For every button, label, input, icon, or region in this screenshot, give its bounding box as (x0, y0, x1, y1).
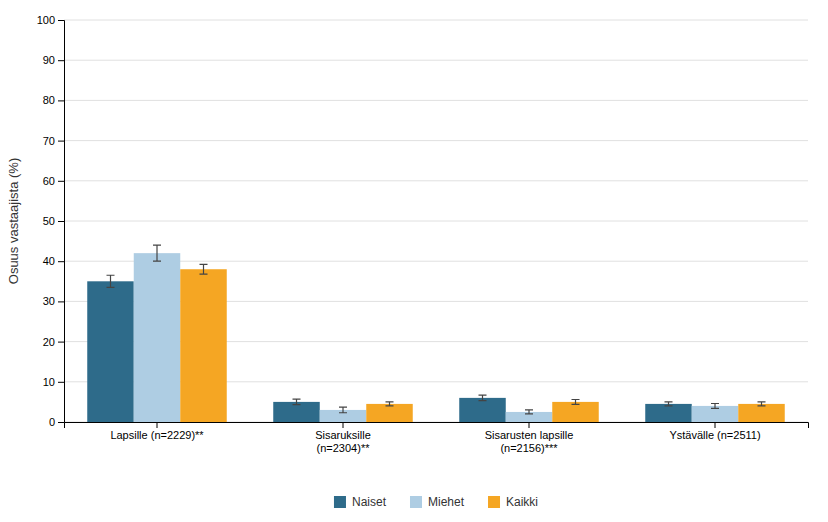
legend-label: Kaikki (506, 495, 538, 509)
x-tick-label: Sisarusten lapsille(n=2156)*** (485, 429, 574, 454)
legend-swatch (334, 496, 346, 508)
error-bar (200, 264, 208, 274)
y-tick: 10 (43, 376, 64, 388)
y-tick-label: 10 (43, 376, 55, 388)
y-tick: 40 (43, 255, 64, 267)
x-tick: Ystävälle (n=2511) (669, 422, 760, 441)
y-tick: 30 (43, 295, 64, 307)
series (134, 245, 739, 422)
x-axis: Lapsille (n=2229)** Sisaruksille(n=2304)*… (65, 422, 809, 454)
legend-label: Naiset (352, 495, 387, 509)
y-tick-mark (58, 261, 64, 262)
error-bar (711, 404, 719, 409)
legend-label: Miehet (428, 495, 465, 509)
y-tick: 80 (43, 94, 64, 106)
x-tick-label: Ystävälle (n=2511) (669, 429, 760, 441)
bar (459, 398, 506, 422)
y-tick-mark (58, 181, 64, 182)
error-bar (339, 407, 347, 413)
y-axis-line (58, 21, 65, 423)
y-tick: 90 (43, 54, 64, 66)
legend-swatch (488, 496, 500, 508)
bar (738, 404, 785, 422)
x-tick-mark (157, 422, 158, 428)
y-tick-label: 80 (43, 94, 55, 106)
y-tick: 20 (43, 336, 64, 348)
grid-line (64, 20, 808, 21)
x-tick-label: Sisaruksille(n=2304)** (315, 429, 371, 454)
y-tick-mark (58, 342, 64, 343)
y-tick-mark (58, 60, 64, 61)
grid (64, 20, 808, 422)
x-axis-line (65, 423, 809, 429)
y-tick: 60 (43, 175, 64, 187)
y-tick-mark (58, 382, 64, 383)
bar (645, 404, 692, 422)
error-bar (572, 399, 580, 404)
y-tick-mark (58, 141, 64, 142)
error-bar (153, 245, 161, 261)
y-axis-title: Osuus vastaajista (%) (6, 158, 21, 284)
error-bar (525, 410, 533, 414)
legend-item: Miehet (410, 495, 465, 509)
x-tick: Lapsille (n=2229)** (110, 422, 204, 441)
y-tick-mark (58, 20, 64, 21)
grid-line (64, 140, 808, 141)
series (180, 264, 785, 422)
y-tick-mark (58, 422, 64, 423)
x-tick-mark (529, 422, 530, 428)
x-tick-mark (715, 422, 716, 428)
error-bar (665, 402, 673, 406)
y-tick-label: 100 (37, 14, 55, 26)
x-tick-label: Lapsille (n=2229)** (110, 429, 204, 441)
y-tick-mark (58, 301, 64, 302)
plot: 0 10 20 30 40 50 60 70 80 90 100 Lapsille (n=2229)*… (37, 14, 809, 454)
bar (366, 404, 413, 422)
error-bar (758, 402, 766, 406)
error-bar (107, 275, 115, 287)
x-tick: Sisaruksille(n=2304)** (315, 422, 371, 454)
y-tick-mark (58, 221, 64, 222)
grid-line (64, 60, 808, 61)
y-axis: 0 10 20 30 40 50 60 70 80 90 100 (37, 14, 65, 428)
y-tick-label: 40 (43, 255, 55, 267)
x-tick-mark (343, 422, 344, 428)
bar (552, 402, 599, 422)
bar (180, 269, 227, 422)
bar (134, 253, 181, 422)
error-bar (293, 399, 301, 405)
y-tick: 100 (37, 14, 64, 26)
error-bar (479, 395, 487, 401)
legend-item: Naiset (334, 495, 387, 509)
grid-line (64, 221, 808, 222)
y-tick-label: 50 (43, 215, 55, 227)
marks (87, 245, 785, 422)
y-tick-label: 70 (43, 135, 55, 147)
legend-swatch (410, 496, 422, 508)
y-tick-mark (58, 100, 64, 101)
y-tick-label: 30 (43, 295, 55, 307)
grid-line (64, 180, 808, 181)
y-tick: 70 (43, 135, 64, 147)
error-bar (386, 402, 394, 406)
legend-item: Kaikki (488, 495, 538, 509)
y-tick-label: 90 (43, 54, 55, 66)
x-tick: Sisarusten lapsille(n=2156)*** (485, 422, 574, 454)
legend: Naiset Miehet Kaikki (334, 495, 538, 509)
bar (87, 281, 134, 422)
y-tick-label: 20 (43, 336, 55, 348)
y-tick: 50 (43, 215, 64, 227)
y-tick-label: 60 (43, 175, 55, 187)
chart: 0 10 20 30 40 50 60 70 80 90 100 Lapsille (n=2229)*… (0, 0, 828, 522)
grid-line (64, 100, 808, 101)
y-tick-label: 0 (49, 416, 55, 428)
y-tick: 0 (49, 416, 64, 428)
